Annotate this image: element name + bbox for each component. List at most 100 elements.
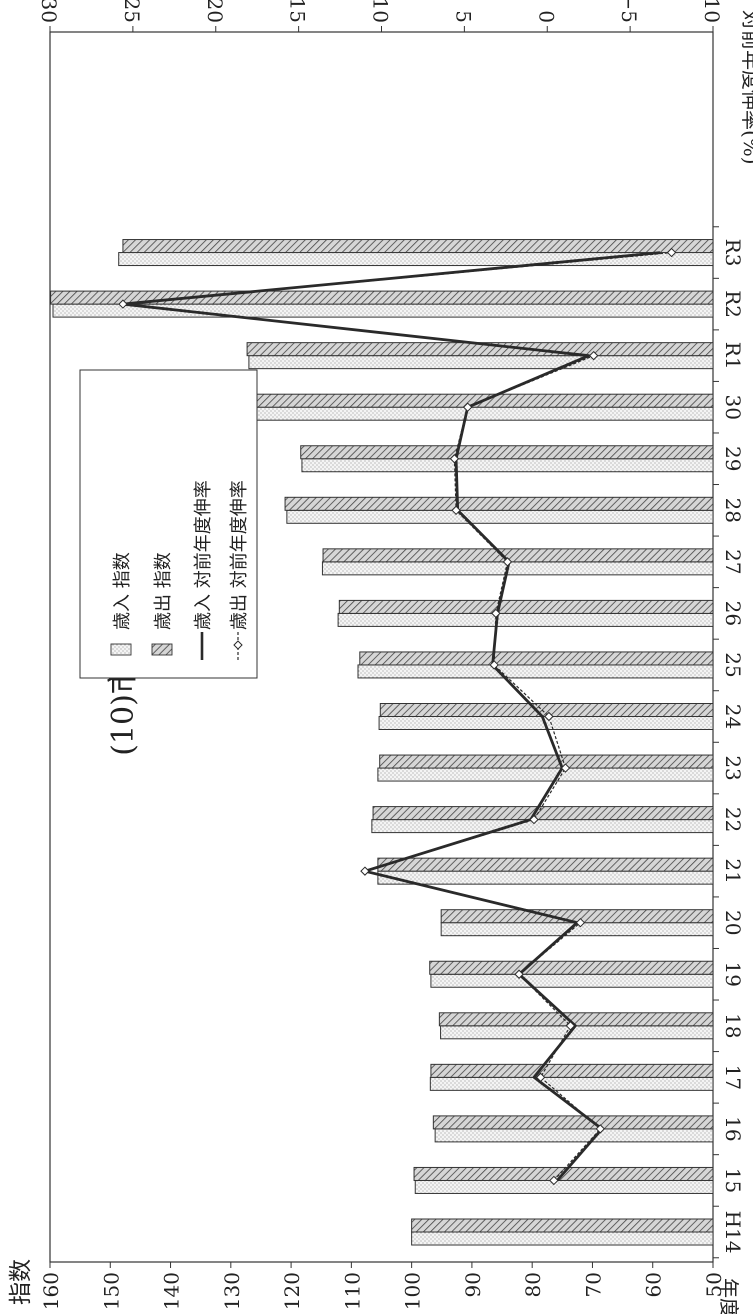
expenditure-rate-marker	[502, 557, 513, 567]
rate-axis-tick-label: −5	[617, 0, 641, 23]
rate-axis-tick-label: 15	[286, 0, 310, 23]
category-label: R3	[721, 239, 745, 267]
index-axis-tick-label: 100	[401, 1272, 425, 1310]
bar-revenue-index	[377, 767, 714, 782]
legend-swatch-revenue-index	[110, 643, 132, 656]
bar-revenue-index	[411, 1231, 714, 1246]
expenditure-rate-marker	[489, 660, 499, 670]
expenditure-rate-marker	[451, 505, 461, 516]
category-label: 15	[721, 1168, 745, 1193]
expenditure-rate-marker	[560, 763, 571, 773]
legend-label-revenue-index: 歳入 指数	[112, 552, 133, 630]
category-label: 17	[721, 1065, 745, 1090]
category-label: 30	[721, 394, 745, 419]
expenditure-rate-marker	[575, 917, 586, 928]
bar-revenue-index	[337, 612, 714, 627]
category-label: 28	[721, 498, 745, 523]
expenditure-rate-marker	[529, 814, 539, 825]
bar-expenditure-index	[338, 599, 714, 614]
bar-expenditure-index	[359, 651, 714, 666]
bar-expenditure-index	[429, 960, 714, 975]
bar-expenditure-index	[430, 1063, 714, 1078]
legend-label-expenditure-index: 歳出 指数	[153, 552, 174, 630]
expenditure-rate-marker	[544, 711, 554, 722]
bar-expenditure-index	[300, 445, 714, 460]
index-axis-tick-label: 140	[160, 1272, 184, 1310]
bar-revenue-index	[414, 1179, 714, 1194]
category-label: 29	[721, 446, 745, 471]
category-label: 23	[721, 755, 745, 780]
rate-axis-tick-label: 5	[451, 10, 475, 23]
index-axis-tick-label: 70	[581, 1272, 605, 1297]
bar-revenue-index	[430, 973, 714, 988]
category-label: 21	[721, 858, 745, 883]
bar-revenue-index	[371, 819, 714, 834]
bar-revenue-index	[321, 561, 714, 576]
expenditure-rate-marker	[118, 299, 128, 309]
expenditure-rate-marker	[549, 1175, 559, 1186]
expenditure-rate-marker	[449, 454, 460, 464]
bar-expenditure-index	[322, 548, 714, 563]
rate-axis-tick-label: 30	[37, 0, 61, 23]
category-label: 19	[721, 962, 745, 987]
expenditure-rate-marker	[491, 608, 501, 619]
expenditure-rate-marker	[595, 1124, 605, 1134]
category-label: R1	[721, 342, 745, 370]
index-axis-tick-label: 120	[280, 1272, 304, 1310]
category-label: 27	[721, 549, 745, 574]
category-label: 26	[721, 601, 745, 626]
bar-revenue-index	[357, 664, 714, 679]
legend-label-expenditure-rate: 歳出 対前年度伸率	[229, 480, 250, 630]
bar-expenditure-index	[432, 1115, 714, 1130]
rate-axis-tick-label: 20	[203, 0, 227, 23]
index-axis: 50 60 70 80 90 100 110 120 130 140 150 160	[39, 1262, 726, 1310]
line-series	[118, 247, 677, 1186]
index-axis-tick-label: 90	[461, 1272, 485, 1297]
bar-expenditure-index	[377, 857, 714, 872]
category-axis: H14 15 16 17 18 19 20 21 22 23 24 25 26 27 28 29 30 R1 R2 R…	[713, 226, 745, 1259]
rate-axis: −10 −5 0 5 10 15 20 25 30	[37, 0, 724, 32]
index-axis-tick-label: 160	[39, 1272, 63, 1310]
index-axis-tick-label: 50	[702, 1272, 726, 1297]
category-label: 20	[721, 910, 745, 935]
expenditure-rate-marker	[535, 1072, 546, 1083]
category-label: H14	[721, 1211, 745, 1254]
category-label: R2	[721, 290, 745, 318]
rate-axis-tick-label: 10	[369, 0, 393, 23]
bar-revenue-index	[429, 1076, 714, 1091]
bar-expenditure-index	[440, 909, 714, 924]
index-axis-tick-label: 80	[521, 1272, 545, 1297]
rate-axis-tick-label: 0	[534, 10, 558, 23]
category-axis-title: 年度	[717, 1278, 741, 1314]
expenditure-rate-marker	[462, 402, 473, 412]
bar-revenue-index	[440, 922, 714, 937]
bar-revenue-index	[286, 509, 714, 524]
bar-series	[50, 239, 714, 1246]
rate-axis-title: 対前年度伸率(%)	[739, 10, 753, 165]
bar-expenditure-index	[284, 496, 714, 511]
bar-revenue-index	[434, 1128, 714, 1143]
bar-expenditure-index	[438, 1012, 714, 1027]
index-axis-title: 指数	[8, 1259, 34, 1305]
bar-expenditure-index	[122, 239, 714, 254]
bar-revenue-index	[248, 355, 714, 370]
category-label: 22	[721, 807, 745, 832]
rate-axis-tick-label: −10	[700, 0, 724, 23]
rate-axis-tick-label: 25	[120, 0, 144, 23]
expenditure-rate-marker	[514, 969, 524, 979]
category-label: 16	[721, 1116, 745, 1141]
category-label: 24	[721, 704, 745, 729]
expenditure-rate-marker	[666, 247, 677, 258]
index-axis-tick-label: 60	[642, 1272, 666, 1297]
bar-revenue-index	[440, 1025, 714, 1040]
legend-frame	[79, 369, 258, 679]
index-axis-tick-label: 110	[340, 1272, 364, 1310]
category-label: 18	[721, 1013, 745, 1038]
index-axis-tick-label: 150	[99, 1272, 123, 1310]
bar-revenue-index	[377, 870, 714, 885]
legend-label-revenue-rate: 歳入 対前年度伸率	[193, 480, 214, 630]
bar-expenditure-index	[411, 1218, 714, 1233]
legend-swatch-expenditure-index	[151, 643, 173, 656]
legend-swatch-expenditure-rate-marker	[233, 640, 243, 650]
